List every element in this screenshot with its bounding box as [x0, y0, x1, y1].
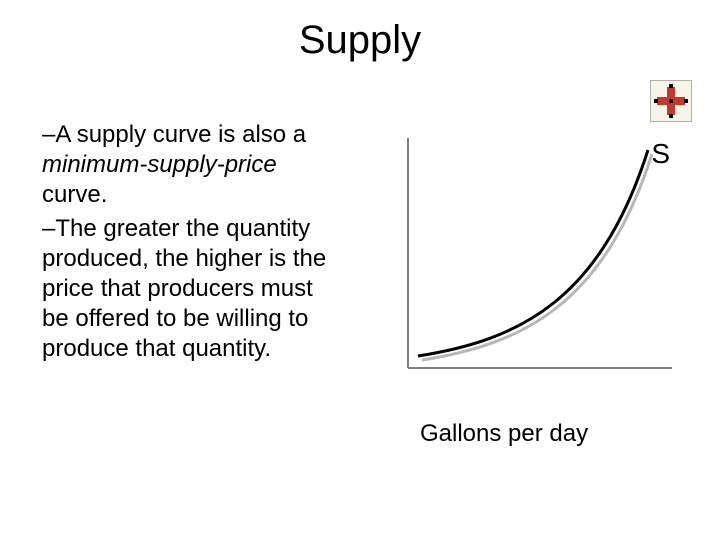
- body-text: –A supply curve is also a minimum-supply…: [42, 120, 342, 368]
- page-title: Supply: [0, 18, 720, 63]
- bullet-2: –The greater the quantity produced, the …: [42, 214, 342, 364]
- publisher-logo-icon: [650, 80, 692, 122]
- bullet-1-suffix: curve.: [42, 181, 107, 208]
- chart-svg: [390, 130, 680, 390]
- bullet-1: –A supply curve is also a minimum-supply…: [42, 120, 342, 210]
- x-axis-label: Gallons per day: [420, 420, 680, 448]
- bullet-1-italic: minimum-supply-price: [42, 151, 277, 178]
- supply-chart: S: [390, 130, 680, 410]
- bullet-1-prefix: –A supply curve is also a: [42, 121, 306, 148]
- slide: Supply –A supply curve is also a minimum…: [0, 0, 720, 540]
- curve-label: S: [651, 138, 670, 170]
